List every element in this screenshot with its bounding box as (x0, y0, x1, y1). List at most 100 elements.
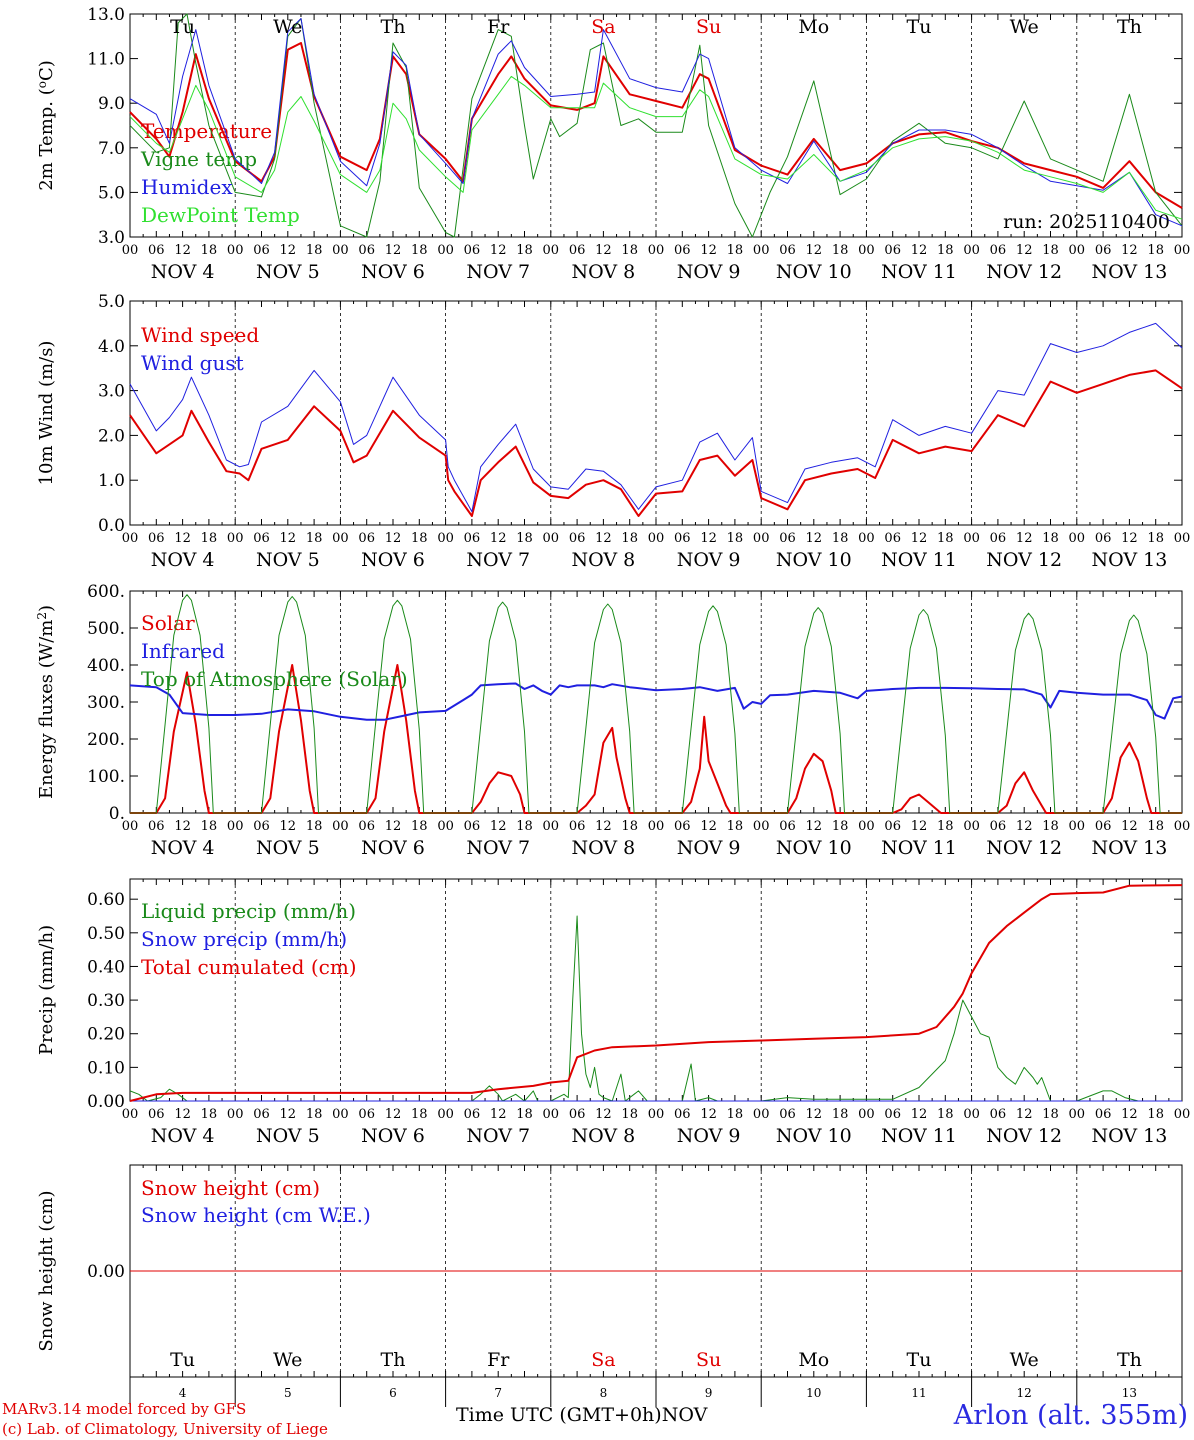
weekday-label-top: Su (696, 16, 721, 38)
temperature-hour-label: 18 (306, 243, 323, 258)
date-number: 10 (806, 1386, 821, 1400)
precip-date-label: NOV 13 (1091, 1125, 1167, 1147)
temperature-hour-label: 00 (227, 243, 244, 258)
temperature-hour-label: 12 (595, 243, 612, 258)
panel-energy: 0. 100. 200. 300. 400. 500. 600. Energy fluxes … (35, 582, 1190, 859)
wind-hour-label: 18 (411, 531, 428, 546)
energy-legend-0: Solar (141, 611, 195, 635)
precip-date-label: NOV 8 (572, 1125, 636, 1147)
weekday-label-bottom: Th (381, 1349, 406, 1371)
energy-hour-label: 18 (1147, 819, 1164, 834)
energy-ytick-label: 400. (87, 656, 125, 676)
temperature-hour-label: 06 (464, 243, 481, 258)
energy-unit-close: ) (36, 605, 57, 612)
wind-hour-label: 06 (990, 531, 1007, 546)
station-name: Arlon (alt. 355m) (953, 1400, 1188, 1431)
energy-date-label: NOV 13 (1091, 837, 1167, 859)
energy-legend-2: Top of Atmosphere (Solar) (141, 667, 408, 691)
temperature-hour-label: 06 (990, 243, 1007, 258)
energy-hour-label: 00 (753, 819, 770, 834)
precip-date-label: NOV 9 (677, 1125, 741, 1147)
weekday-label-bottom: Fr (487, 1349, 510, 1371)
wind-hour-label: 00 (858, 531, 875, 546)
energy-hour-label: 12 (700, 819, 717, 834)
wind-hour-label: 12 (174, 531, 191, 546)
temperature-legend-1: Vigne temp (140, 147, 257, 171)
wind-hour-label: 18 (832, 531, 849, 546)
wind-ytick-label: 2.0 (98, 426, 125, 446)
precip-hour-label: 18 (1147, 1107, 1164, 1122)
precip-ytick-label: 0.10 (87, 1058, 125, 1078)
precip-legend-1: Snow precip (mm/h) (141, 927, 347, 951)
temperature-hour-label: 12 (806, 243, 823, 258)
temperature-hour-label: 12 (700, 243, 717, 258)
energy-legend-1: Infrared (141, 639, 225, 663)
wind-series-0 (129, 369, 1183, 517)
precip-hour-label: 18 (411, 1107, 428, 1122)
precip-hour-label: 12 (911, 1107, 928, 1122)
temperature-hour-label: 12 (385, 243, 402, 258)
precip-hour-label: 06 (253, 1107, 270, 1122)
precip-date-label: NOV 4 (151, 1125, 215, 1147)
precip-hour-label: 06 (990, 1107, 1007, 1122)
temperature-date-label: NOV 4 (151, 261, 215, 283)
wind-hour-label: 06 (358, 531, 375, 546)
temperature-hour-label: 00 (437, 243, 454, 258)
precip-hour-label: 06 (358, 1107, 375, 1122)
energy-hour-label: 00 (227, 819, 244, 834)
temp-unit: C) (36, 60, 57, 81)
wind-hour-label: 06 (1095, 531, 1112, 546)
model-credit: MARv3.14 model forced by GFS (2, 1400, 247, 1418)
weekday-label-top: We (1010, 16, 1039, 38)
precip-ytick-label: 0.20 (87, 1025, 125, 1045)
temperature-hour-label: 12 (1016, 243, 1033, 258)
wind-ytick-label: 3.0 (98, 382, 125, 402)
precip-hour-label: 00 (543, 1107, 560, 1122)
energy-hour-label: 00 (963, 819, 980, 834)
date-number: 5 (284, 1386, 292, 1400)
wind-hour-label: 00 (543, 531, 560, 546)
temperature-hour-label: 00 (332, 243, 349, 258)
precip-hour-label: 00 (227, 1107, 244, 1122)
temperature-ytick-label: 5.0 (98, 183, 125, 203)
temperature-hour-label: 06 (884, 243, 901, 258)
weekday-label-top: Mo (798, 16, 829, 38)
energy-hour-label: 00 (543, 819, 560, 834)
energy-hour-label: 06 (464, 819, 481, 834)
temperature-hour-label-final: 00 (1174, 243, 1191, 258)
temperature-hour-label: 18 (1042, 243, 1059, 258)
temperature-date-label: NOV 7 (466, 261, 530, 283)
precip-hour-label: 00 (1069, 1107, 1086, 1122)
temperature-legend-3: DewPoint Temp (141, 203, 300, 227)
temperature-hour-label: 12 (911, 243, 928, 258)
panel-snow: 0.00 Snow height (cm) Snow height (cm) Snow… (36, 1164, 1183, 1407)
temperature-date-label: NOV 9 (677, 261, 741, 283)
precip-hour-label: 18 (516, 1107, 533, 1122)
energy-ylabel: Energy fluxes (W/m2) (35, 605, 57, 799)
wind-date-label: NOV 11 (881, 549, 957, 571)
temperature-hour-label: 00 (963, 243, 980, 258)
temperature-series-3 (129, 75, 1183, 220)
temperature-hour-label: 00 (858, 243, 875, 258)
energy-hour-label: 12 (1121, 819, 1138, 834)
weekday-label-top: We (273, 16, 302, 38)
precip-hour-label: 06 (674, 1107, 691, 1122)
energy-hour-label: 06 (358, 819, 375, 834)
temperature-date-label: NOV 12 (986, 261, 1062, 283)
temp-degree-sup: o (35, 81, 49, 88)
date-number: 9 (705, 1386, 713, 1400)
precip-hour-label: 06 (1095, 1107, 1112, 1122)
precip-hour-label: 12 (595, 1107, 612, 1122)
panel-temperature: 3.0 5.0 7.0 9.0 11.0 13.0 2m Temp. (oC) Tempera… (35, 5, 1190, 283)
precip-hour-label: 06 (884, 1107, 901, 1122)
energy-hour-label: 00 (437, 819, 454, 834)
energy-unit-sup: 2 (35, 612, 49, 620)
wind-hour-label: 00 (122, 531, 139, 546)
precip-ylabel: Precip (mm/h) (36, 925, 57, 1055)
precip-hour-label: 12 (1121, 1107, 1138, 1122)
wind-hour-label: 12 (280, 531, 297, 546)
energy-date-label: NOV 7 (466, 837, 530, 859)
precip-hour-label: 12 (490, 1107, 507, 1122)
energy-hour-label: 18 (727, 819, 744, 834)
precip-date-label: NOV 12 (986, 1125, 1062, 1147)
